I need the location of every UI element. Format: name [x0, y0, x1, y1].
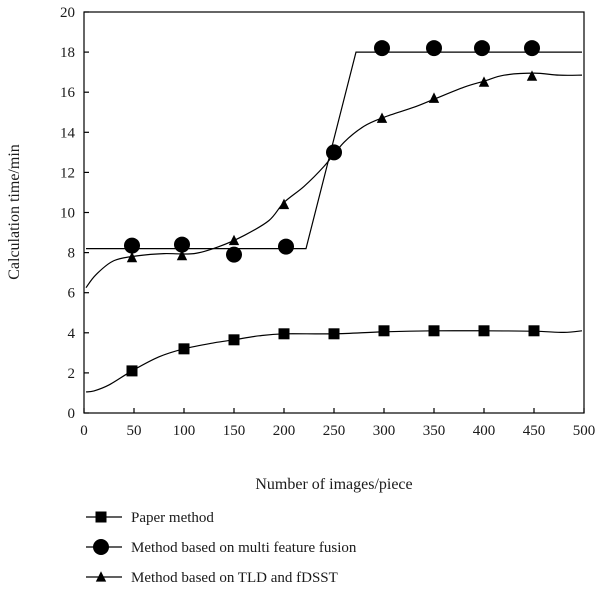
x-tick-label-1: 50	[127, 423, 142, 439]
y-tick-label-6: 12	[60, 165, 75, 181]
series-2-point-7	[478, 76, 490, 87]
x-tick-label-0: 0	[80, 423, 88, 439]
series-2-point-2	[228, 234, 240, 246]
legend-label-2: Method based on TLD and fDSST	[131, 570, 338, 586]
series-1-point-5	[374, 40, 390, 57]
series-1-point-2	[226, 246, 242, 263]
series-0-point-8	[528, 325, 540, 337]
x-tick-label-3: 150	[223, 423, 246, 439]
x-tick-label-5: 250	[323, 423, 346, 439]
series-0-point-6	[428, 325, 440, 337]
series-0-point-2	[228, 334, 240, 346]
legend-label-1: Method based on multi feature fusion	[131, 540, 357, 556]
y-axis-label: Calculation time/min	[6, 144, 23, 280]
series-2-point-8	[526, 70, 538, 81]
series-2-point-4	[328, 146, 340, 157]
legend-marker-1	[93, 539, 109, 555]
legend: Paper method Method based on multi featur…	[86, 510, 357, 586]
x-tick-label-4: 200	[273, 423, 296, 439]
x-tick-label-9: 450	[523, 423, 546, 439]
y-tick-label-3: 6	[68, 286, 76, 302]
x-tick-label-8: 400	[473, 423, 496, 439]
x-tick-label-2: 100	[173, 423, 196, 439]
y-tick-label-9: 18	[60, 45, 75, 61]
series-2-point-3	[278, 198, 290, 210]
y-tick-label-1: 2	[68, 366, 76, 382]
series-0-point-4	[328, 328, 340, 340]
series-0-point-1	[178, 343, 190, 355]
x-tick-label-6: 300	[373, 423, 396, 439]
legend-label-0: Paper method	[131, 510, 214, 526]
series-1-point-3	[278, 238, 294, 255]
series-0-point-7	[478, 325, 490, 337]
plot-area: 0 50 100 150 200 250 300 350 400 450 500 0 2 4 6 8 10 12 1…	[60, 5, 595, 439]
x-tick-label-10: 500	[573, 423, 596, 439]
series-line-2	[85, 72, 583, 289]
legend-marker-0	[95, 511, 107, 523]
series-2-point-6	[428, 92, 440, 103]
series-2-point-5	[376, 112, 388, 123]
series-0-point-5	[378, 325, 390, 337]
y-tick-label-0: 0	[68, 406, 76, 422]
y-tick-label-5: 10	[60, 206, 75, 222]
series-2-point-0	[126, 251, 138, 263]
x-tick-label-7: 350	[423, 423, 446, 439]
series-0-point-3	[278, 328, 290, 340]
series-line-0	[85, 330, 583, 393]
series-1-point-6	[426, 40, 442, 57]
series-2-point-1	[176, 249, 188, 261]
series-0-point-0	[126, 365, 138, 377]
y-tick-label-4: 8	[68, 246, 76, 262]
y-tick-label-8: 16	[60, 85, 76, 101]
series-1-point-8	[524, 40, 540, 57]
series-1-point-0	[124, 237, 140, 254]
series-1-point-1	[174, 236, 190, 253]
legend-marker-2	[95, 571, 107, 582]
y-tick-label-7: 14	[60, 125, 76, 141]
series-1-point-7	[474, 40, 490, 57]
x-axis-label: Number of images/piece	[255, 476, 412, 493]
y-tick-label-10: 20	[60, 5, 75, 21]
plot-frame	[83, 11, 585, 414]
y-tick-label-2: 4	[68, 326, 76, 342]
